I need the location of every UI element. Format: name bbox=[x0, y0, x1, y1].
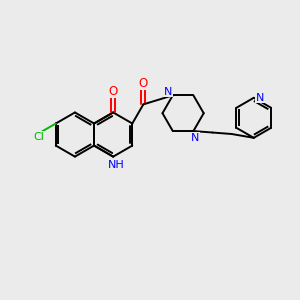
Text: O: O bbox=[139, 77, 148, 90]
Text: Cl: Cl bbox=[33, 132, 44, 142]
Text: NH: NH bbox=[108, 160, 124, 170]
Text: N: N bbox=[164, 87, 172, 97]
Text: N: N bbox=[191, 133, 199, 142]
Text: O: O bbox=[109, 85, 118, 98]
Text: N: N bbox=[256, 93, 264, 103]
